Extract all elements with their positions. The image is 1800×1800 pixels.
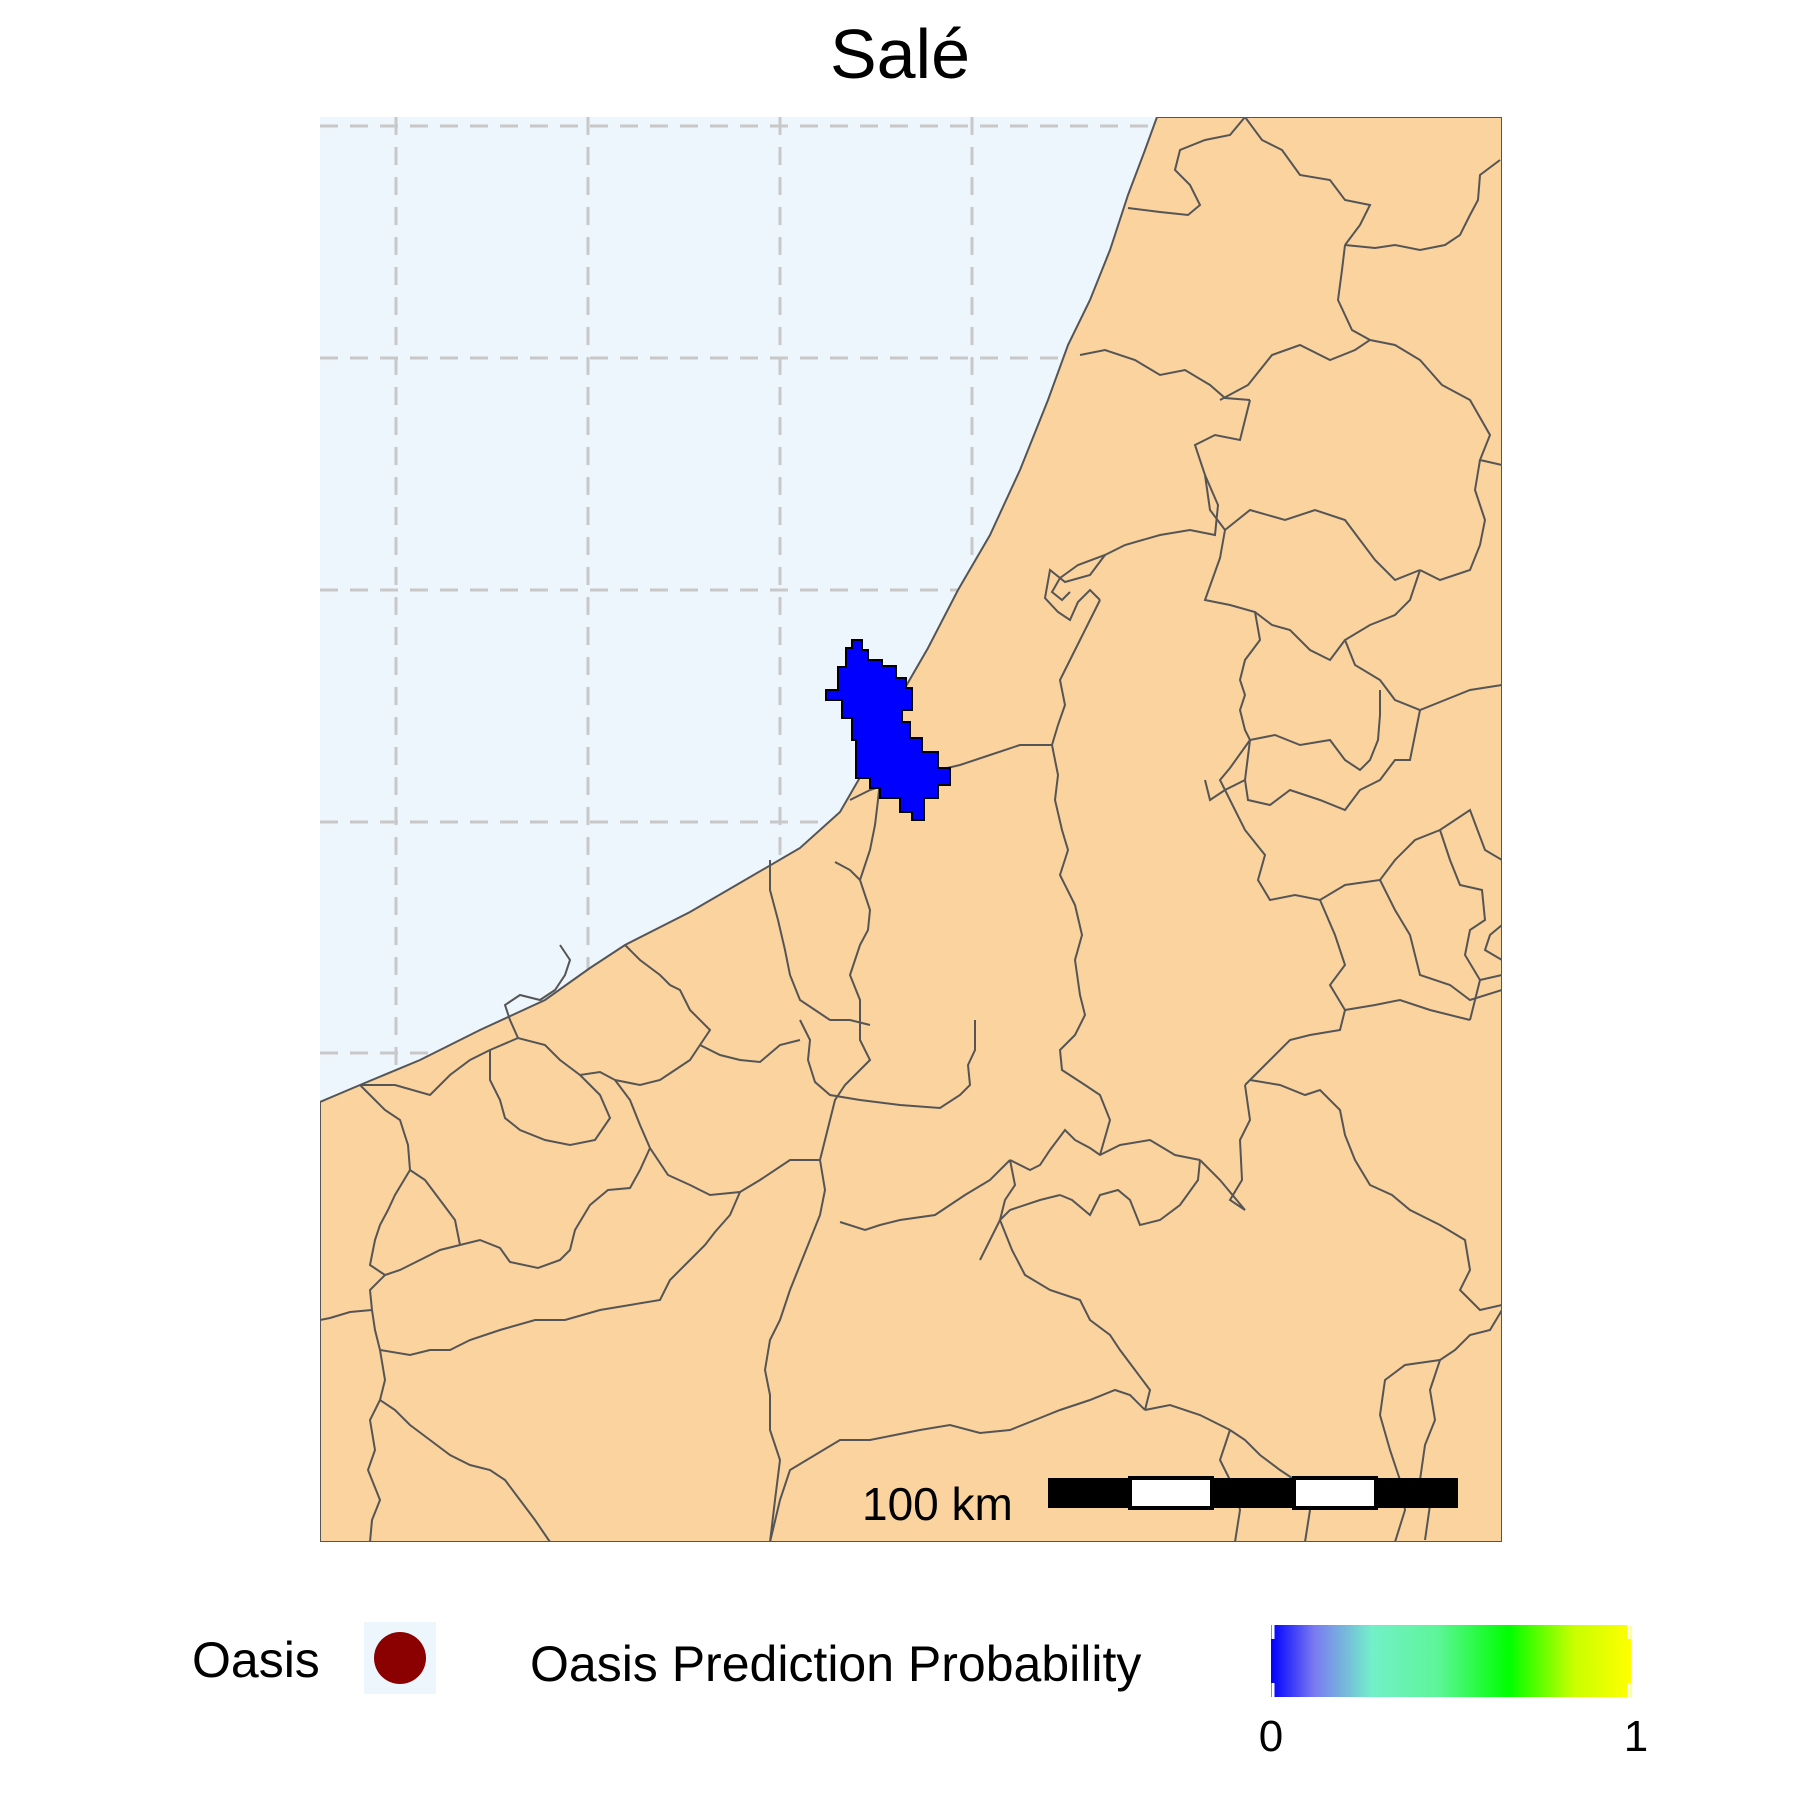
legend-probability-label: Oasis Prediction Probability [530, 1636, 1142, 1692]
colorbar-max-label: 1 [1623, 1712, 1649, 1761]
admin-borders [320, 117, 1502, 1542]
probability-colorbar [1271, 1625, 1631, 1697]
map-title: Salé [829, 15, 971, 93]
colorbar-min-label: 0 [1258, 1712, 1284, 1761]
oasis-point-icon [364, 1622, 436, 1694]
scale-bar-label: 100 km [862, 1478, 1013, 1530]
legend-oasis-label: Oasis [192, 1632, 320, 1688]
land-area [320, 117, 1502, 1542]
scale-bar [1048, 1476, 1458, 1510]
sale-prediction-area[interactable] [825, 639, 951, 821]
